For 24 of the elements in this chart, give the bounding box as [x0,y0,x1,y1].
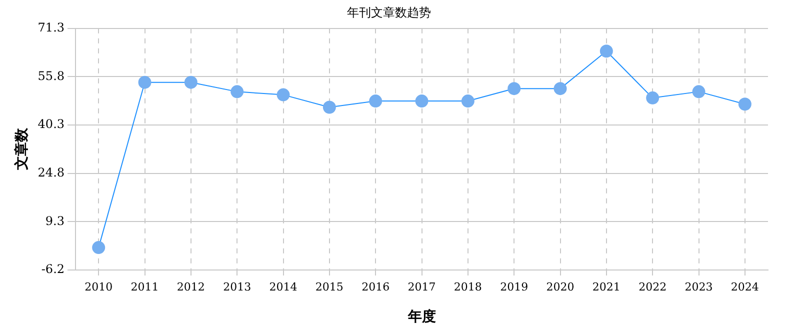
y-tick-label: 71.3 [38,20,65,35]
x-tick-label: 2012 [176,280,205,294]
x-tick-label: 2011 [130,280,159,294]
x-tick-label: 2020 [546,280,574,294]
x-tick-label: 2021 [592,280,620,294]
y-tick-label: 55.8 [38,68,65,83]
x-tick-label: 2014 [269,280,298,294]
y-axis-title: 文章数 [13,127,30,172]
y-tick-label: 40.3 [38,117,65,132]
y-tick-label: 24.8 [38,165,65,180]
x-axis-title: 年度 [406,308,436,326]
x-tick-label: 2019 [500,280,528,294]
x-tick-label: 2023 [684,280,713,294]
x-tick-label: 2018 [454,280,482,294]
x-tick-label: 2024 [730,280,759,294]
x-tick-label: 2015 [315,280,344,294]
x-tick-label: 2010 [84,280,113,294]
y-tick-label: 9.3 [45,214,65,228]
y-tick-label: -6.2 [41,262,65,276]
x-tick-label: 2016 [362,280,390,294]
x-tick-label: 2017 [408,280,436,294]
x-tick-label: 2013 [223,280,252,294]
x-tick-label: 2022 [638,280,667,294]
chart-title: 年刊文章数趋势 [347,5,431,20]
